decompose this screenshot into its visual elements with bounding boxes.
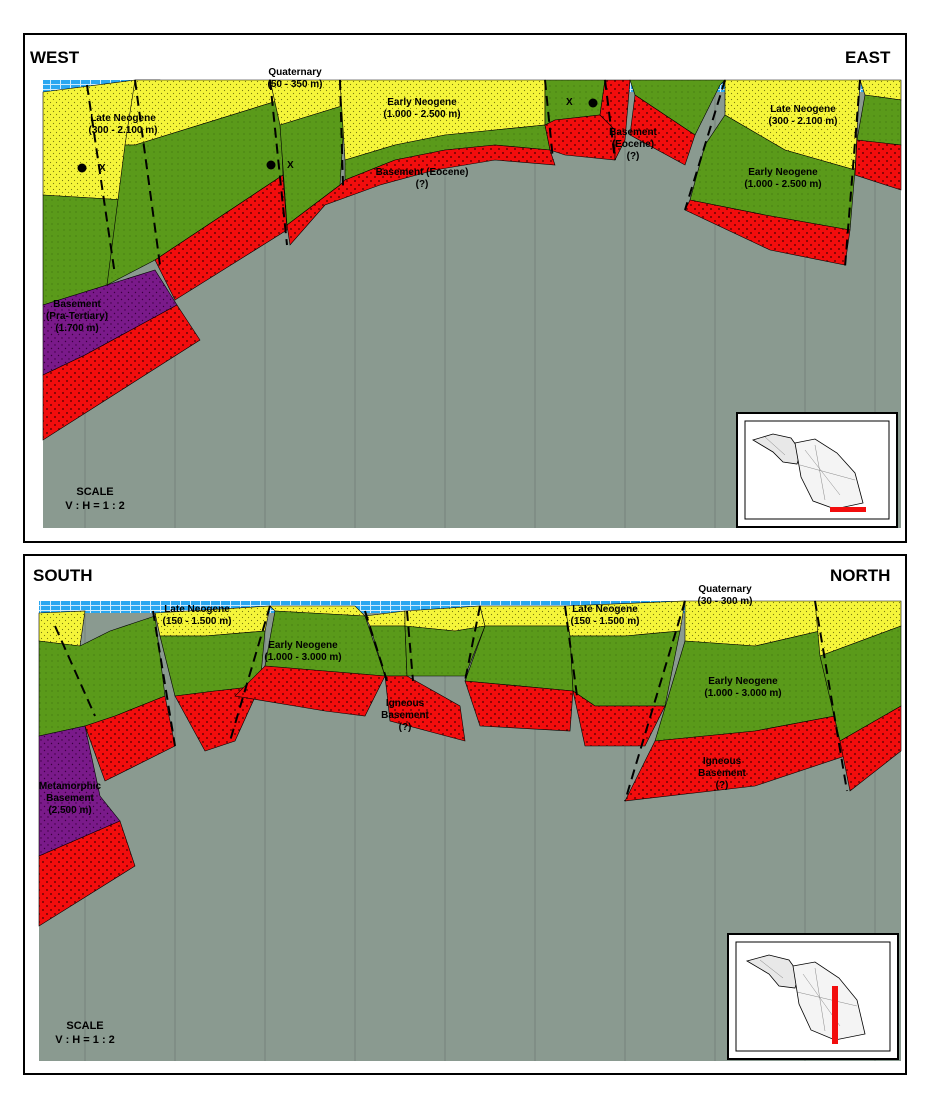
- well-marker-x: X: [99, 163, 106, 174]
- label-quaternary: Quaternary (30 - 300 m): [697, 584, 752, 607]
- eocene-basement-layer: [286, 144, 556, 246]
- svg-text:Basement: Basement: [46, 793, 94, 804]
- well-marker-dot: [77, 163, 87, 173]
- svg-text:(30 - 300 m): (30 - 300 m): [697, 596, 752, 607]
- label-basement-eocene-east: Basement (Eocene) (?): [609, 127, 657, 162]
- cross-section-west-east-svg: X X X WEST EAST Quaternary (50 - 350 m) …: [25, 35, 905, 541]
- svg-text:SCALE: SCALE: [76, 486, 113, 498]
- label-quaternary: Quaternary (50 - 350 m): [267, 67, 322, 90]
- label-late-neogene-center: Late Neogene (150 - 1.500 m): [571, 604, 640, 627]
- label-igneous-north: Igneous Basement (?): [698, 756, 746, 791]
- svg-text:Early Neogene: Early Neogene: [268, 640, 338, 651]
- cross-section-south-north: SOUTH NORTH Quaternary (30 - 300 m) Late…: [23, 554, 907, 1075]
- svg-text:Basement: Basement: [609, 127, 657, 138]
- svg-text:(1.000 - 3.000 m): (1.000 - 3.000 m): [704, 688, 781, 699]
- east-direction-label: EAST: [845, 48, 891, 67]
- svg-text:Basement (Eocene): Basement (Eocene): [376, 167, 469, 178]
- svg-text:(?): (?): [627, 151, 640, 162]
- label-basement-eocene-center: Basement (Eocene) (?): [376, 167, 469, 190]
- label-late-neogene-east: Late Neogene (300 - 2.100 m): [769, 104, 838, 127]
- label-igneous-center: Igneous Basement (?): [381, 698, 429, 733]
- svg-text:Quaternary: Quaternary: [268, 67, 322, 78]
- south-direction-label: SOUTH: [33, 566, 93, 585]
- location-marker-line: [832, 986, 838, 1044]
- svg-text:(1.000 - 2.500 m): (1.000 - 2.500 m): [383, 109, 460, 120]
- location-marker-line: [830, 507, 866, 512]
- svg-text:Late Neogene: Late Neogene: [770, 104, 836, 115]
- svg-text:Early Neogene: Early Neogene: [387, 97, 457, 108]
- svg-text:Late Neogene: Late Neogene: [572, 604, 638, 615]
- well-marker-x: X: [566, 97, 573, 108]
- svg-text:(2.500 m): (2.500 m): [48, 805, 91, 816]
- svg-text:(Eocene): (Eocene): [612, 139, 654, 150]
- scale-label: SCALE V : H = 1 : 2: [55, 1020, 115, 1046]
- svg-text:(300 - 2.100 m): (300 - 2.100 m): [769, 116, 838, 127]
- svg-text:(1.000 - 2.500 m): (1.000 - 2.500 m): [744, 179, 821, 190]
- well-marker-dot: [266, 160, 276, 170]
- label-early-neogene-center: Early Neogene (1.000 - 2.500 m): [383, 97, 460, 120]
- svg-text:(50 - 350 m): (50 - 350 m): [267, 79, 322, 90]
- label-metamorphic-basement: Metamorphic Basement (2.500 m): [39, 781, 102, 816]
- well-marker-x: X: [287, 160, 294, 171]
- svg-text:SCALE: SCALE: [66, 1020, 103, 1032]
- svg-text:Quaternary: Quaternary: [698, 584, 752, 595]
- svg-text:Basement: Basement: [381, 710, 429, 721]
- svg-text:(150 - 1.500 m): (150 - 1.500 m): [163, 616, 232, 627]
- label-early-neogene-center: Early Neogene (1.000 - 3.000 m): [264, 640, 341, 663]
- igneous-basement-layer: [234, 665, 386, 717]
- label-late-neogene-west: Late Neogene (150 - 1.500 m): [163, 604, 232, 627]
- svg-text:(?): (?): [416, 179, 429, 190]
- svg-text:(Pra-Tertiary): (Pra-Tertiary): [46, 311, 108, 322]
- svg-text:Early Neogene: Early Neogene: [708, 676, 778, 687]
- svg-text:(?): (?): [399, 722, 412, 733]
- svg-text:(1.000 - 3.000 m): (1.000 - 3.000 m): [264, 652, 341, 663]
- svg-text:(1.700 m): (1.700 m): [55, 323, 98, 334]
- svg-text:Late Neogene: Late Neogene: [90, 113, 156, 124]
- west-direction-label: WEST: [30, 48, 80, 67]
- well-marker-dot: [588, 98, 598, 108]
- svg-text:V : H = 1 : 2: V : H = 1 : 2: [65, 500, 125, 512]
- svg-text:V : H = 1 : 2: V : H = 1 : 2: [55, 1034, 115, 1046]
- label-basement-pratertiary: Basement (Pra-Tertiary) (1.700 m): [46, 299, 108, 334]
- label-early-neogene-north: Early Neogene (1.000 - 3.000 m): [704, 676, 781, 699]
- svg-text:Igneous: Igneous: [386, 698, 425, 709]
- svg-text:Igneous: Igneous: [703, 756, 742, 767]
- svg-text:Basement: Basement: [53, 299, 101, 310]
- location-map-inset: [727, 933, 899, 1060]
- metamorphic-basement-layer: [38, 725, 121, 857]
- label-early-neogene-east: Early Neogene (1.000 - 2.500 m): [744, 167, 821, 190]
- cross-section-west-east: X X X WEST EAST Quaternary (50 - 350 m) …: [23, 33, 907, 543]
- svg-text:(300 - 2.100 m): (300 - 2.100 m): [89, 125, 158, 136]
- fault-lines: [86, 79, 861, 276]
- svg-text:Early Neogene: Early Neogene: [748, 167, 818, 178]
- svg-text:Late Neogene: Late Neogene: [164, 604, 230, 615]
- scale-label: SCALE V : H = 1 : 2: [65, 486, 125, 512]
- north-direction-label: NORTH: [830, 566, 890, 585]
- location-map-inset: [736, 412, 898, 528]
- svg-text:Metamorphic: Metamorphic: [39, 781, 102, 792]
- fault-lines: [54, 600, 848, 802]
- cross-section-south-north-svg: SOUTH NORTH Quaternary (30 - 300 m) Late…: [25, 556, 905, 1073]
- svg-text:(150 - 1.500 m): (150 - 1.500 m): [571, 616, 640, 627]
- svg-text:Basement: Basement: [698, 768, 746, 779]
- svg-text:(?): (?): [716, 780, 729, 791]
- label-late-neogene-west: Late Neogene (300 - 2.100 m): [89, 113, 158, 136]
